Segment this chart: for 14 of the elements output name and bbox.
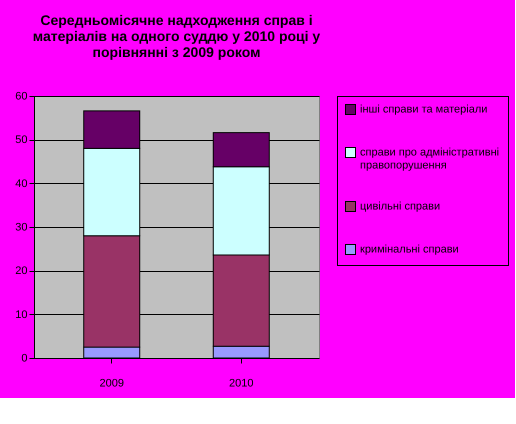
y-tick-label: 30: [15, 222, 28, 234]
y-tick-label: 50: [15, 134, 28, 146]
legend-label: інші справи та матеріали: [360, 104, 488, 116]
legend-label: кримінальні справи: [360, 244, 459, 256]
y-tick-label: 20: [15, 265, 28, 278]
y-tick-label: 0: [21, 352, 28, 364]
x-tick-label: 2009: [99, 378, 124, 390]
y-tick-label: 40: [15, 178, 28, 190]
y-tick-label: 10: [15, 308, 28, 321]
y-tick-label: 60: [15, 90, 28, 102]
x-tick-label: 2010: [229, 378, 254, 390]
chart-title: Середньомісячне надходження справ і матеріалів на одного суддю у 2010 році у порівнянні з 2009 роком: [32, 12, 320, 60]
legend-label: справи про адміністративні правопорушення: [360, 146, 500, 172]
legend-label: цивільні справи: [360, 200, 440, 212]
